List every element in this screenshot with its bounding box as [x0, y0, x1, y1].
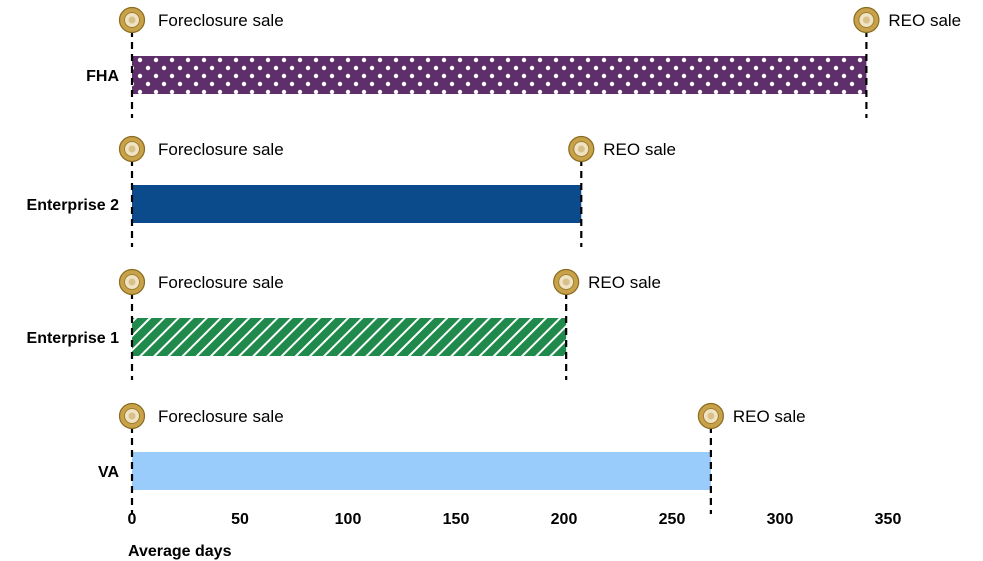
- start-marker-icon: [118, 135, 146, 163]
- end-marker-icon: [853, 6, 880, 34]
- x-tick-label: 100: [335, 511, 362, 528]
- start-marker-label: Foreclosure sale: [158, 11, 284, 30]
- bar: [132, 452, 711, 490]
- x-tick-label: 150: [443, 511, 470, 528]
- category-label: Enterprise 2: [27, 197, 120, 214]
- category-label: VA: [98, 464, 119, 481]
- x-axis-title: Average days: [128, 543, 232, 560]
- end-marker-icon: [553, 268, 580, 296]
- end-marker-label: REO sale: [588, 273, 661, 292]
- category-label: Enterprise 1: [27, 330, 120, 347]
- x-axis: 0 50 100 150 200 250 300 350: [128, 511, 902, 528]
- start-marker-icon: [118, 402, 146, 430]
- start-marker-label: Foreclosure sale: [158, 140, 284, 159]
- start-marker-icon: [118, 6, 146, 34]
- start-marker-label: Foreclosure sale: [158, 273, 284, 292]
- bar: [132, 56, 867, 94]
- x-tick-label: 250: [659, 511, 686, 528]
- x-tick-label: 50: [231, 511, 249, 528]
- markers-layer: Foreclosure sale REO sale Foreclosure sale…: [118, 6, 961, 514]
- x-tick-label: 0: [128, 511, 137, 528]
- bar: [132, 318, 567, 356]
- x-tick-label: 300: [767, 511, 794, 528]
- end-marker-icon: [697, 402, 724, 430]
- x-tick-label: 350: [875, 511, 902, 528]
- end-marker-label: REO sale: [603, 140, 676, 159]
- start-marker-label: Foreclosure sale: [158, 407, 284, 426]
- end-marker-label: REO sale: [733, 407, 806, 426]
- end-marker-label: REO sale: [888, 11, 961, 30]
- end-marker-icon: [568, 135, 595, 163]
- x-tick-label: 200: [551, 511, 578, 528]
- start-marker-icon: [118, 268, 146, 296]
- bar: [132, 185, 582, 223]
- category-label: FHA: [86, 68, 119, 85]
- bars-layer: FHA Enterprise 2 Enterprise 1 VA: [27, 56, 867, 490]
